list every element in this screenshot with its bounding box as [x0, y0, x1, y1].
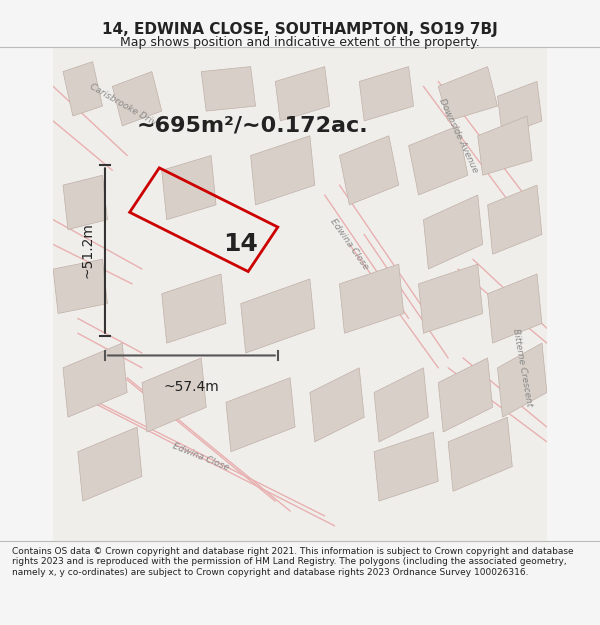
- Polygon shape: [251, 136, 315, 205]
- Polygon shape: [497, 81, 542, 136]
- Text: Carisbrooke Drive: Carisbrooke Drive: [88, 82, 162, 130]
- Polygon shape: [419, 264, 482, 333]
- Text: Edwina Close: Edwina Close: [328, 217, 370, 271]
- Polygon shape: [488, 185, 542, 254]
- Polygon shape: [78, 427, 142, 501]
- Text: Edwina Close: Edwina Close: [172, 441, 231, 472]
- Polygon shape: [359, 67, 413, 121]
- Polygon shape: [241, 279, 315, 353]
- Polygon shape: [310, 368, 364, 442]
- Polygon shape: [63, 343, 127, 418]
- Text: Contains OS data © Crown copyright and database right 2021. This information is : Contains OS data © Crown copyright and d…: [12, 547, 574, 577]
- Text: ~57.4m: ~57.4m: [163, 380, 219, 394]
- Polygon shape: [409, 126, 468, 195]
- Polygon shape: [226, 378, 295, 452]
- Text: Downside Avenue: Downside Avenue: [437, 98, 479, 174]
- Text: Bitterne Crescent: Bitterne Crescent: [511, 328, 533, 408]
- Text: 14, EDWINA CLOSE, SOUTHAMPTON, SO19 7BJ: 14, EDWINA CLOSE, SOUTHAMPTON, SO19 7BJ: [102, 22, 498, 37]
- Text: 14: 14: [223, 232, 258, 256]
- Polygon shape: [340, 264, 404, 333]
- Text: ~51.2m: ~51.2m: [80, 222, 95, 279]
- Polygon shape: [488, 274, 542, 343]
- Polygon shape: [497, 343, 547, 418]
- Text: ~695m²/~0.172ac.: ~695m²/~0.172ac.: [137, 116, 368, 136]
- Polygon shape: [424, 195, 482, 269]
- Polygon shape: [374, 432, 438, 501]
- Polygon shape: [374, 368, 428, 442]
- Polygon shape: [448, 418, 512, 491]
- Polygon shape: [53, 259, 107, 314]
- Text: Map shows position and indicative extent of the property.: Map shows position and indicative extent…: [120, 36, 480, 49]
- Polygon shape: [438, 358, 493, 432]
- Polygon shape: [162, 274, 226, 343]
- Polygon shape: [142, 358, 206, 432]
- Polygon shape: [112, 71, 162, 126]
- Polygon shape: [340, 136, 399, 205]
- Polygon shape: [438, 67, 497, 121]
- Polygon shape: [275, 67, 329, 121]
- Polygon shape: [162, 156, 216, 219]
- Polygon shape: [201, 67, 256, 111]
- Polygon shape: [63, 175, 107, 229]
- Polygon shape: [63, 62, 103, 116]
- Polygon shape: [478, 116, 532, 175]
